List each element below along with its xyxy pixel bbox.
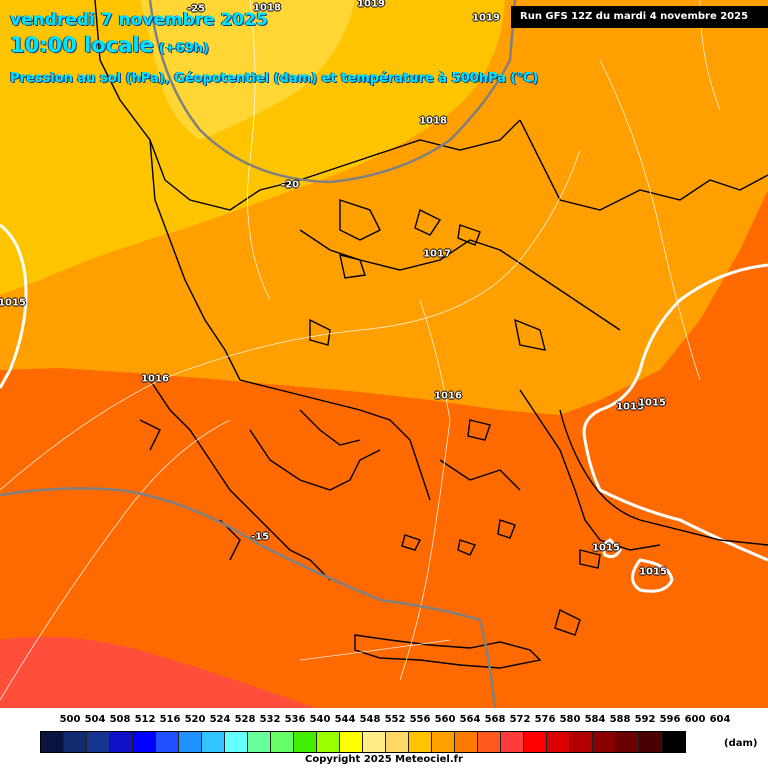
legend-tick-label: 540 — [309, 714, 331, 725]
legend-swatch — [593, 732, 616, 752]
legend-tick-label: 588 — [609, 714, 631, 725]
isobar-label: 1019 — [472, 12, 500, 24]
run-info: Run GFS 12Z du mardi 4 novembre 2025 — [511, 6, 768, 28]
isotherm-label: -15 — [250, 531, 270, 543]
legend-tick-label: 548 — [359, 714, 381, 725]
isobar-label: 1016 — [141, 373, 169, 385]
legend-swatch — [87, 732, 110, 752]
legend: 500 504 508 512 516 520 524 528 532 536 540 544 548 5… — [0, 708, 768, 768]
legend-swatch — [455, 732, 478, 752]
legend-tick-label: 524 — [209, 714, 231, 725]
isobar-label: 1015 — [592, 542, 620, 554]
isobar-label: 1015 — [0, 297, 26, 309]
geopotential-contours — [0, 0, 721, 701]
coastline-east — [559, 409, 768, 546]
legend-tick-label: 596 — [659, 714, 681, 725]
legend-tick-label: 584 — [584, 714, 606, 725]
isotherm-label: -25 — [186, 3, 206, 15]
legend-swatch — [570, 732, 593, 752]
isobar-label: 1016 — [434, 390, 462, 402]
map-parameters: Pression au sol (hPa), Géopotentiel (dam… — [10, 71, 539, 86]
isobar-label: 1015 — [639, 566, 667, 578]
legend-tick-label: 532 — [259, 714, 281, 725]
coastlines — [94, 0, 768, 669]
isobar-label: 1015 — [638, 397, 666, 409]
legend-swatch — [432, 732, 455, 752]
legend-swatch — [501, 732, 524, 752]
legend-swatch — [409, 732, 432, 752]
legend-tick-label: 512 — [134, 714, 156, 725]
legend-swatch — [133, 732, 156, 752]
legend-tick-label: 592 — [634, 714, 656, 725]
legend-tick-label: 516 — [159, 714, 181, 725]
legend-tick-label: 600 — [684, 714, 706, 725]
band-556-560 — [0, 0, 505, 295]
legend-ticks: 500 504 508 512 516 520 524 528 532 536 540 544 548 5… — [57, 714, 737, 728]
isobar-label: 1019 — [357, 0, 385, 10]
legend-swatch — [363, 732, 386, 752]
forecast-date: vendredi 7 novembre 2025 — [10, 10, 268, 30]
copyright: Copyright 2025 Meteociel.fr — [305, 754, 463, 765]
legend-swatch — [110, 732, 133, 752]
legend-tick-label: 536 — [284, 714, 306, 725]
legend-swatch — [662, 732, 685, 752]
isotherms — [0, 0, 517, 709]
isobar-label: 1018 — [419, 115, 447, 127]
legend-swatch — [386, 732, 409, 752]
legend-tick-label: 604 — [709, 714, 731, 725]
legend-tick-label: 544 — [334, 714, 356, 725]
legend-tick-label: 504 — [84, 714, 106, 725]
legend-swatch — [639, 732, 662, 752]
band-572-576 — [0, 636, 320, 710]
legend-tick-label: 576 — [534, 714, 556, 725]
legend-swatch — [294, 732, 317, 752]
legend-color-bar — [40, 731, 686, 753]
legend-swatch — [340, 732, 363, 752]
forecast-time-label: 10:00 locale — [10, 33, 154, 57]
legend-tick-label: 568 — [484, 714, 506, 725]
legend-swatch — [478, 732, 501, 752]
legend-swatch — [179, 732, 202, 752]
legend-swatch — [248, 732, 271, 752]
isobars — [0, 223, 768, 593]
band-552-556 — [140, 0, 355, 140]
legend-swatch — [271, 732, 294, 752]
isobar-label: 1017 — [423, 248, 451, 260]
isotherm-label: -20 — [280, 179, 300, 191]
legend-tick-label: 528 — [234, 714, 256, 725]
legend-swatch — [202, 732, 225, 752]
legend-swatch — [64, 732, 87, 752]
legend-tick-label: 552 — [384, 714, 406, 725]
legend-swatch — [156, 732, 179, 752]
legend-swatch — [616, 732, 639, 752]
legend-tick-label: 560 — [434, 714, 456, 725]
legend-swatch — [524, 732, 547, 752]
legend-unit: (dam) — [724, 738, 758, 749]
legend-tick-label: 556 — [409, 714, 431, 725]
legend-tick-label: 564 — [459, 714, 481, 725]
legend-swatch — [225, 732, 248, 752]
isobar-label: 1018 — [253, 2, 281, 14]
legend-tick-label: 580 — [559, 714, 581, 725]
legend-swatch — [41, 732, 64, 752]
legend-tick-label: 500 — [59, 714, 81, 725]
legend-tick-label: 572 — [509, 714, 531, 725]
forecast-offset: (+69h) — [158, 41, 209, 56]
forecast-time: 10:00 locale (+69h) — [10, 33, 209, 57]
legend-tick-label: 520 — [184, 714, 206, 725]
legend-swatch — [317, 732, 340, 752]
legend-tick-label: 508 — [109, 714, 131, 725]
legend-swatch — [547, 732, 570, 752]
isobar-label: 1015 — [616, 401, 644, 413]
